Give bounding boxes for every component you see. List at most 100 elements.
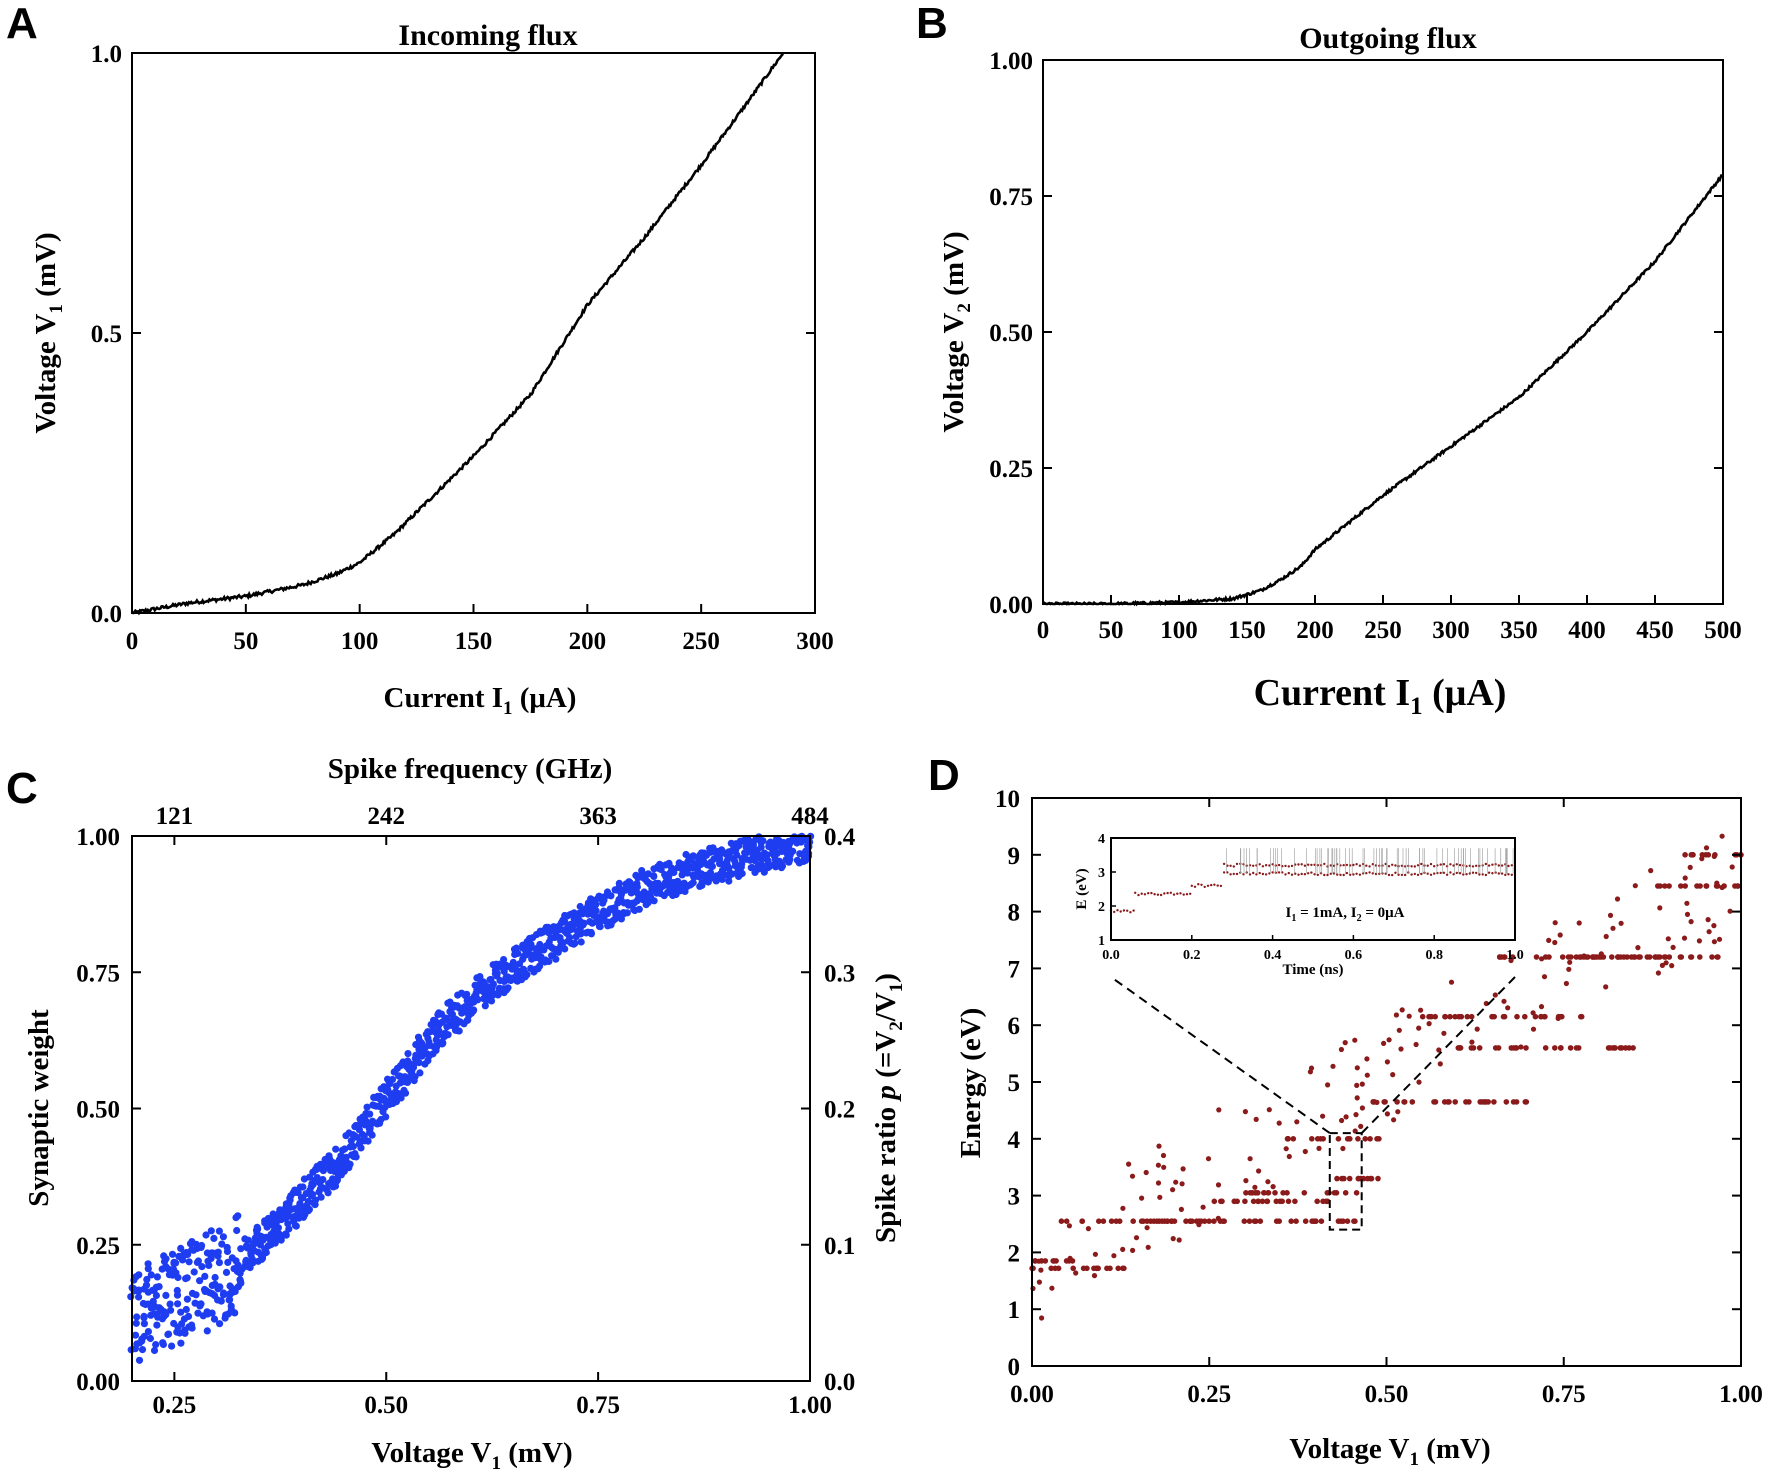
- panel-d-inset-point: [1355, 872, 1358, 875]
- panel-d-point: [1552, 939, 1558, 946]
- panel-c-points: [127, 832, 815, 1364]
- panel-c-point: [439, 1039, 447, 1047]
- panel-c-point: [324, 1189, 332, 1197]
- panel-d-point: [1617, 954, 1624, 960]
- panel-d-point: [1346, 1175, 1353, 1182]
- panel-d-inset-point: [1213, 883, 1216, 886]
- panel-d-inset-point: [1310, 871, 1313, 874]
- panel-d-inset-steps: [1109, 848, 1514, 914]
- panel-d-inset-point: [1297, 863, 1300, 866]
- panel-d-inset-point: [1132, 909, 1135, 912]
- panel-c-point: [208, 1309, 216, 1317]
- panel-c-point: [487, 997, 496, 1005]
- panel-b-xtick-label: 300: [1432, 617, 1470, 644]
- panel-d-point: [1384, 1111, 1390, 1117]
- panel-b-series-line: [1042, 173, 1724, 607]
- panel-d-point: [1530, 1026, 1537, 1032]
- panel-b-xtick-label: 450: [1636, 617, 1674, 644]
- panel-c-point: [416, 1069, 424, 1077]
- panel-d-inset-point: [1497, 864, 1501, 867]
- panel-c-point: [196, 1277, 204, 1285]
- panel-c-point: [435, 1027, 443, 1035]
- panel-d-inset-point: [1300, 863, 1303, 866]
- panel-c-xtick-label: 0.50: [364, 1392, 408, 1419]
- panel-d-chart: 0.00 0.25 0.50 0.75 1.00 0 1 2 3 4 5 6 7 8 9 10 Voltage…: [955, 786, 1763, 1470]
- panel-d-xtick-label: 0.50: [1365, 1381, 1409, 1408]
- panel-d-point: [1447, 1013, 1453, 1020]
- panel-d-inset-point: [1235, 862, 1239, 866]
- panel-d-point: [1512, 1045, 1519, 1051]
- panel-d-point: [1522, 1013, 1528, 1020]
- panel-d-point: [1418, 1007, 1424, 1013]
- panel-d-inset-point: [1190, 884, 1194, 887]
- panel-d-point: [1038, 1267, 1044, 1273]
- panel-c-plot-frame: [131, 835, 811, 1382]
- panel-c-point: [414, 1033, 423, 1041]
- panel-d-inset-point: [1229, 864, 1232, 867]
- panel-d-point: [1318, 1218, 1325, 1224]
- panel-d-inset-point: [1371, 863, 1375, 866]
- panel-d-inset-point: [1481, 873, 1484, 876]
- panel-d-inset-point: [1500, 864, 1504, 867]
- panel-c-point: [728, 870, 736, 878]
- panel-c-point: [198, 1241, 206, 1250]
- panel-a-title: Incoming flux: [398, 19, 577, 52]
- panel-d-point: [1183, 1218, 1189, 1224]
- panel-d-point: [1338, 1046, 1344, 1053]
- panel-d-point: [1180, 1166, 1186, 1172]
- panel-d-inset-point: [1189, 892, 1192, 895]
- panel-a-series-line: [131, 52, 785, 616]
- panel-c-point: [332, 1145, 340, 1153]
- panel-d-inset-point: [1274, 864, 1278, 867]
- panel-a-xtick-label: 0: [126, 628, 139, 655]
- panel-c-point: [214, 1252, 222, 1260]
- panel-d-point: [1401, 1099, 1408, 1105]
- panel-c-point: [650, 897, 658, 905]
- panel-c-point: [309, 1190, 317, 1199]
- panel-d-ytick-label: 3: [1008, 1184, 1021, 1211]
- panel-d-inset-point: [1442, 863, 1446, 866]
- panel-d-point: [1353, 1112, 1359, 1118]
- panel-d-inset-point: [1252, 864, 1255, 867]
- panel-d-point: [1079, 1218, 1085, 1224]
- panel-d-inset-point: [1300, 872, 1303, 876]
- panel-d-point: [1727, 908, 1733, 914]
- panel-d-point: [1662, 954, 1669, 960]
- panel-d-inset-point: [1169, 891, 1173, 894]
- panel-a-xlabel: Current I1 (μA): [384, 682, 577, 719]
- panel-d-point: [1659, 962, 1665, 969]
- panel-c-point: [689, 879, 697, 887]
- panel-c-point: [140, 1320, 148, 1328]
- panel-d-point: [1398, 1046, 1404, 1052]
- panel-c-point: [211, 1273, 219, 1282]
- panel-c-point: [284, 1220, 292, 1228]
- panel-d-inset-point: [1413, 872, 1417, 876]
- panel-c-point: [759, 837, 767, 845]
- panel-d-point: [1711, 939, 1717, 945]
- panel-d-point: [1491, 1099, 1497, 1105]
- panel-d-point: [1216, 1107, 1222, 1113]
- panel-c-point: [285, 1225, 293, 1233]
- panel-d-point: [1111, 1253, 1117, 1259]
- panel-d-point: [1276, 1120, 1282, 1126]
- panel-d-point: [1628, 954, 1635, 960]
- panel-c-point: [571, 939, 579, 947]
- panel-d-inset-point: [1387, 865, 1391, 868]
- panel-d-point: [1374, 1099, 1380, 1105]
- panel-d-point: [1406, 1013, 1412, 1019]
- panel-d-point: [1354, 1082, 1360, 1088]
- panel-d-inset-point: [1284, 873, 1287, 876]
- panel-d-inset-point: [1352, 863, 1355, 867]
- panel-d-inset-point: [1116, 909, 1119, 912]
- panel-c-ytick-label: 0.00: [76, 1369, 120, 1396]
- panel-d-point: [1206, 1218, 1212, 1224]
- panel-b-xtick-label: 50: [1099, 617, 1124, 644]
- panel-letter-c: C: [6, 764, 38, 813]
- panel-d-point: [1452, 1099, 1458, 1105]
- panel-c-point: [341, 1145, 349, 1153]
- panel-d-zoom-box: [1328, 1132, 1363, 1231]
- panel-d-inset-point: [1487, 871, 1491, 874]
- panel-c-point: [738, 869, 746, 878]
- panel-d-point: [1463, 1099, 1469, 1105]
- panel-d-point: [1552, 1045, 1558, 1051]
